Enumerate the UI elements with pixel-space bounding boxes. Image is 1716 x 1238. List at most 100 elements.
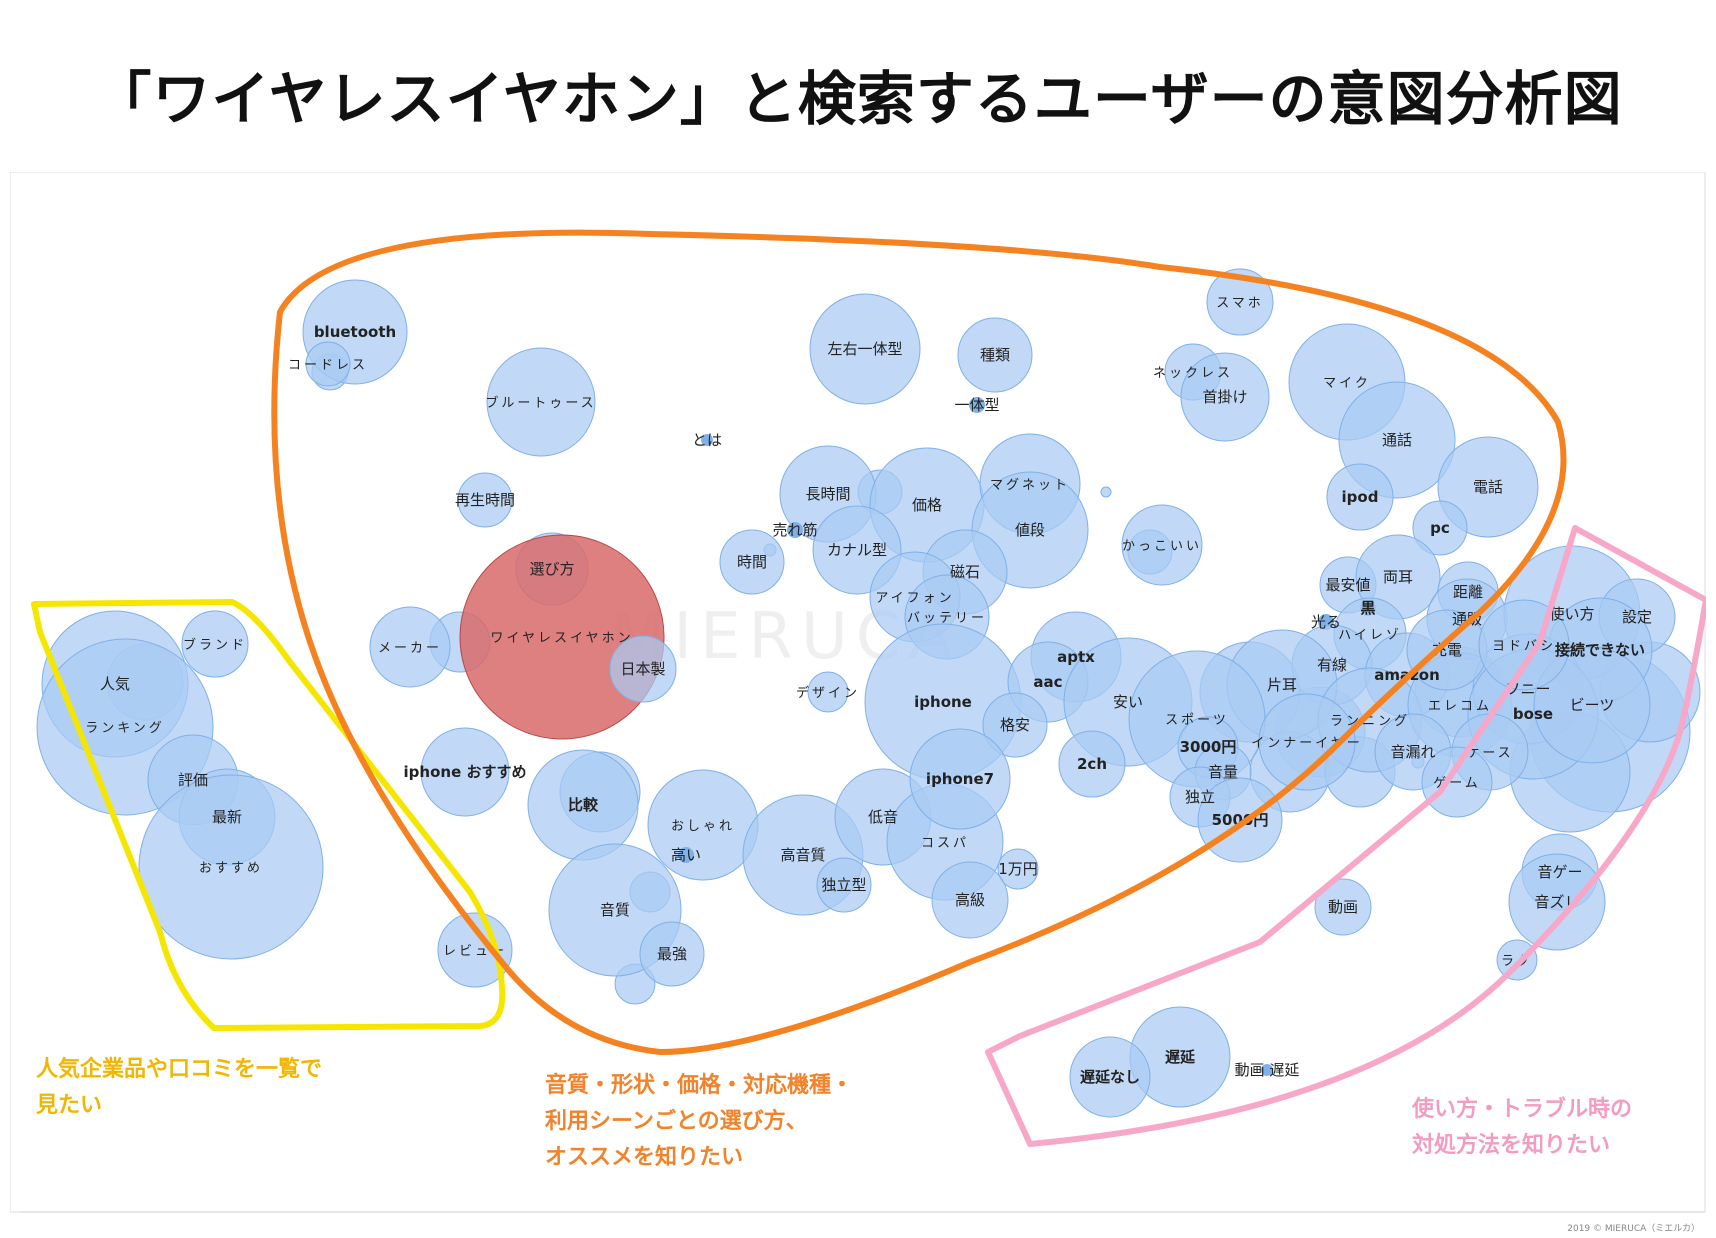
keyword-bubble: [181, 610, 249, 678]
keyword-label: ipod: [1342, 488, 1379, 506]
keyword-bubble: [369, 606, 451, 688]
keyword-label: 選び方: [529, 560, 574, 578]
caption-orange: 音質・形状・価格・対応機種・ 利用シーンごとの選び方、 オススメを知りたい: [545, 1068, 853, 1176]
keyword-label: 再生時間: [455, 491, 515, 509]
keyword-bubble: [909, 728, 1011, 830]
keyword-bubble: [1412, 500, 1468, 556]
keyword-label: 片耳: [1267, 676, 1297, 694]
keyword-bubble: [1180, 352, 1270, 442]
keyword-label: 音質: [600, 901, 630, 919]
keyword-label: バッテリー: [907, 611, 987, 626]
page-title: 「ワイヤレスイヤホン」と検索するユーザーの意図分析図: [93, 65, 1623, 133]
keyword-label: 独立型: [821, 876, 866, 894]
keyword-label: 高い: [671, 846, 701, 864]
keyword-label: 黒: [1360, 599, 1375, 617]
caption-yellow-line-1: 人気企業品や口コミを一覧で: [36, 1057, 323, 1082]
keyword-label: 格安: [1000, 716, 1030, 734]
keyword-bubble: [1100, 486, 1112, 498]
keyword-label: エレコム: [1428, 699, 1492, 714]
keyword-label: 接続できない: [1555, 641, 1645, 659]
keyword-bubble: [1261, 1064, 1273, 1076]
keyword-label: 3000円: [1180, 738, 1237, 756]
keyword-label: 光る: [1311, 613, 1341, 631]
keyword-bubble: [305, 341, 351, 387]
keyword-bubble: [997, 848, 1039, 890]
caption-pink: 使い方・トラブル時の 対処方法を知りたい: [1412, 1092, 1632, 1164]
keyword-label: ソニー: [1505, 680, 1550, 698]
keyword-label: マイク: [1323, 376, 1371, 391]
keyword-label: 使い方: [1549, 605, 1594, 623]
keyword-label: おしゃれ: [671, 819, 735, 834]
keyword-label: 種類: [980, 346, 1010, 364]
keyword-label: カナル型: [827, 541, 887, 559]
keyword-label: bluetooth: [314, 323, 396, 341]
keyword-bubble: [809, 293, 921, 405]
keyword-label: 売れ筋: [772, 521, 817, 539]
keyword-label: デザイン: [796, 685, 860, 701]
keyword-label: ワイヤレスイヤホン: [490, 631, 633, 646]
keyword-label: 人気: [100, 675, 130, 693]
pink-cluster-outline: [985, 525, 1706, 1147]
focus-keyword-bubble: [459, 534, 665, 740]
keyword-label: 値段: [1015, 521, 1045, 539]
keyword-label: 首掛け: [1202, 388, 1247, 406]
keyword-label: 1万円: [998, 860, 1038, 878]
keyword-label: 音ゲー: [1537, 863, 1582, 881]
keyword-label: ハイレゾ: [1338, 628, 1402, 643]
keyword-label: 評価: [178, 771, 208, 789]
keyword-label: ケース: [1466, 746, 1513, 761]
keyword-label: 両耳: [1383, 568, 1413, 586]
keyword-label: 遅延なし: [1080, 1068, 1140, 1086]
keyword-bubble: [1533, 646, 1651, 764]
keyword-bubble: [420, 727, 510, 817]
caption-orange-line-2: 利用シーンごとの選び方、: [545, 1109, 808, 1134]
keyword-label: ネックレス: [1153, 366, 1233, 381]
keyword-label: スマホ: [1216, 296, 1264, 311]
keyword-label: おすすめ: [199, 861, 263, 876]
keyword-label: かっこいい: [1122, 539, 1202, 554]
keyword-bubble: [609, 635, 677, 703]
keyword-label: マグネット: [990, 478, 1070, 493]
keyword-label: 有線: [1317, 656, 1347, 674]
orange-cluster-outline: [271, 229, 1567, 1055]
keyword-bubble: [807, 671, 849, 713]
keyword-label: 安い: [1113, 693, 1143, 711]
caption-orange-line-3: オススメを知りたい: [545, 1145, 744, 1170]
keyword-bubble: [701, 434, 713, 446]
keyword-bubble: [931, 861, 1009, 939]
keyword-label: 距離: [1453, 583, 1483, 601]
keyword-bubble: [437, 912, 513, 988]
caption-pink-line-1: 使い方・トラブル時の: [1412, 1097, 1633, 1122]
keyword-label: ランニング: [1330, 714, 1410, 729]
keyword-bubble: [1206, 268, 1274, 336]
keyword-label: ヨドバシ: [1492, 639, 1556, 654]
keyword-label: ブルートゥース: [485, 395, 596, 411]
keyword-bubble: [1508, 853, 1606, 951]
keyword-label: 2ch: [1077, 755, 1107, 773]
keyword-bubble: [1326, 463, 1394, 531]
keyword-label: 一体型: [954, 396, 999, 414]
keyword-bubble: [1437, 436, 1539, 538]
caption-orange-line-1: 音質・形状・価格・対応機種・: [545, 1073, 854, 1098]
keyword-label: 動画 遅延: [1235, 1061, 1300, 1079]
bubble-layer: [36, 268, 1701, 1118]
keyword-label: ランキング: [85, 721, 165, 736]
keyword-bubble: [787, 522, 803, 538]
keyword-bubble: [1314, 878, 1372, 936]
caption-yellow-line-2: 見たい: [36, 1093, 103, 1118]
keyword-bubble: [639, 921, 705, 987]
keyword-bubble: [1421, 746, 1493, 818]
keyword-bubble: [957, 317, 1033, 393]
keyword-label: 最新: [212, 808, 242, 826]
keyword-label: 独立: [1185, 788, 1215, 806]
keyword-label: bose: [1513, 705, 1553, 723]
keyword-label: 磁石: [950, 563, 980, 581]
keyword-label: aptx: [1057, 648, 1095, 666]
keyword-label: 動画: [1328, 898, 1358, 916]
keyword-bubble: [1069, 1036, 1151, 1118]
yellow-cluster-outline: [31, 599, 506, 1031]
keyword-label: 比較: [568, 796, 599, 814]
keyword-bubble: [486, 347, 596, 457]
keyword-bubble: [816, 857, 872, 913]
